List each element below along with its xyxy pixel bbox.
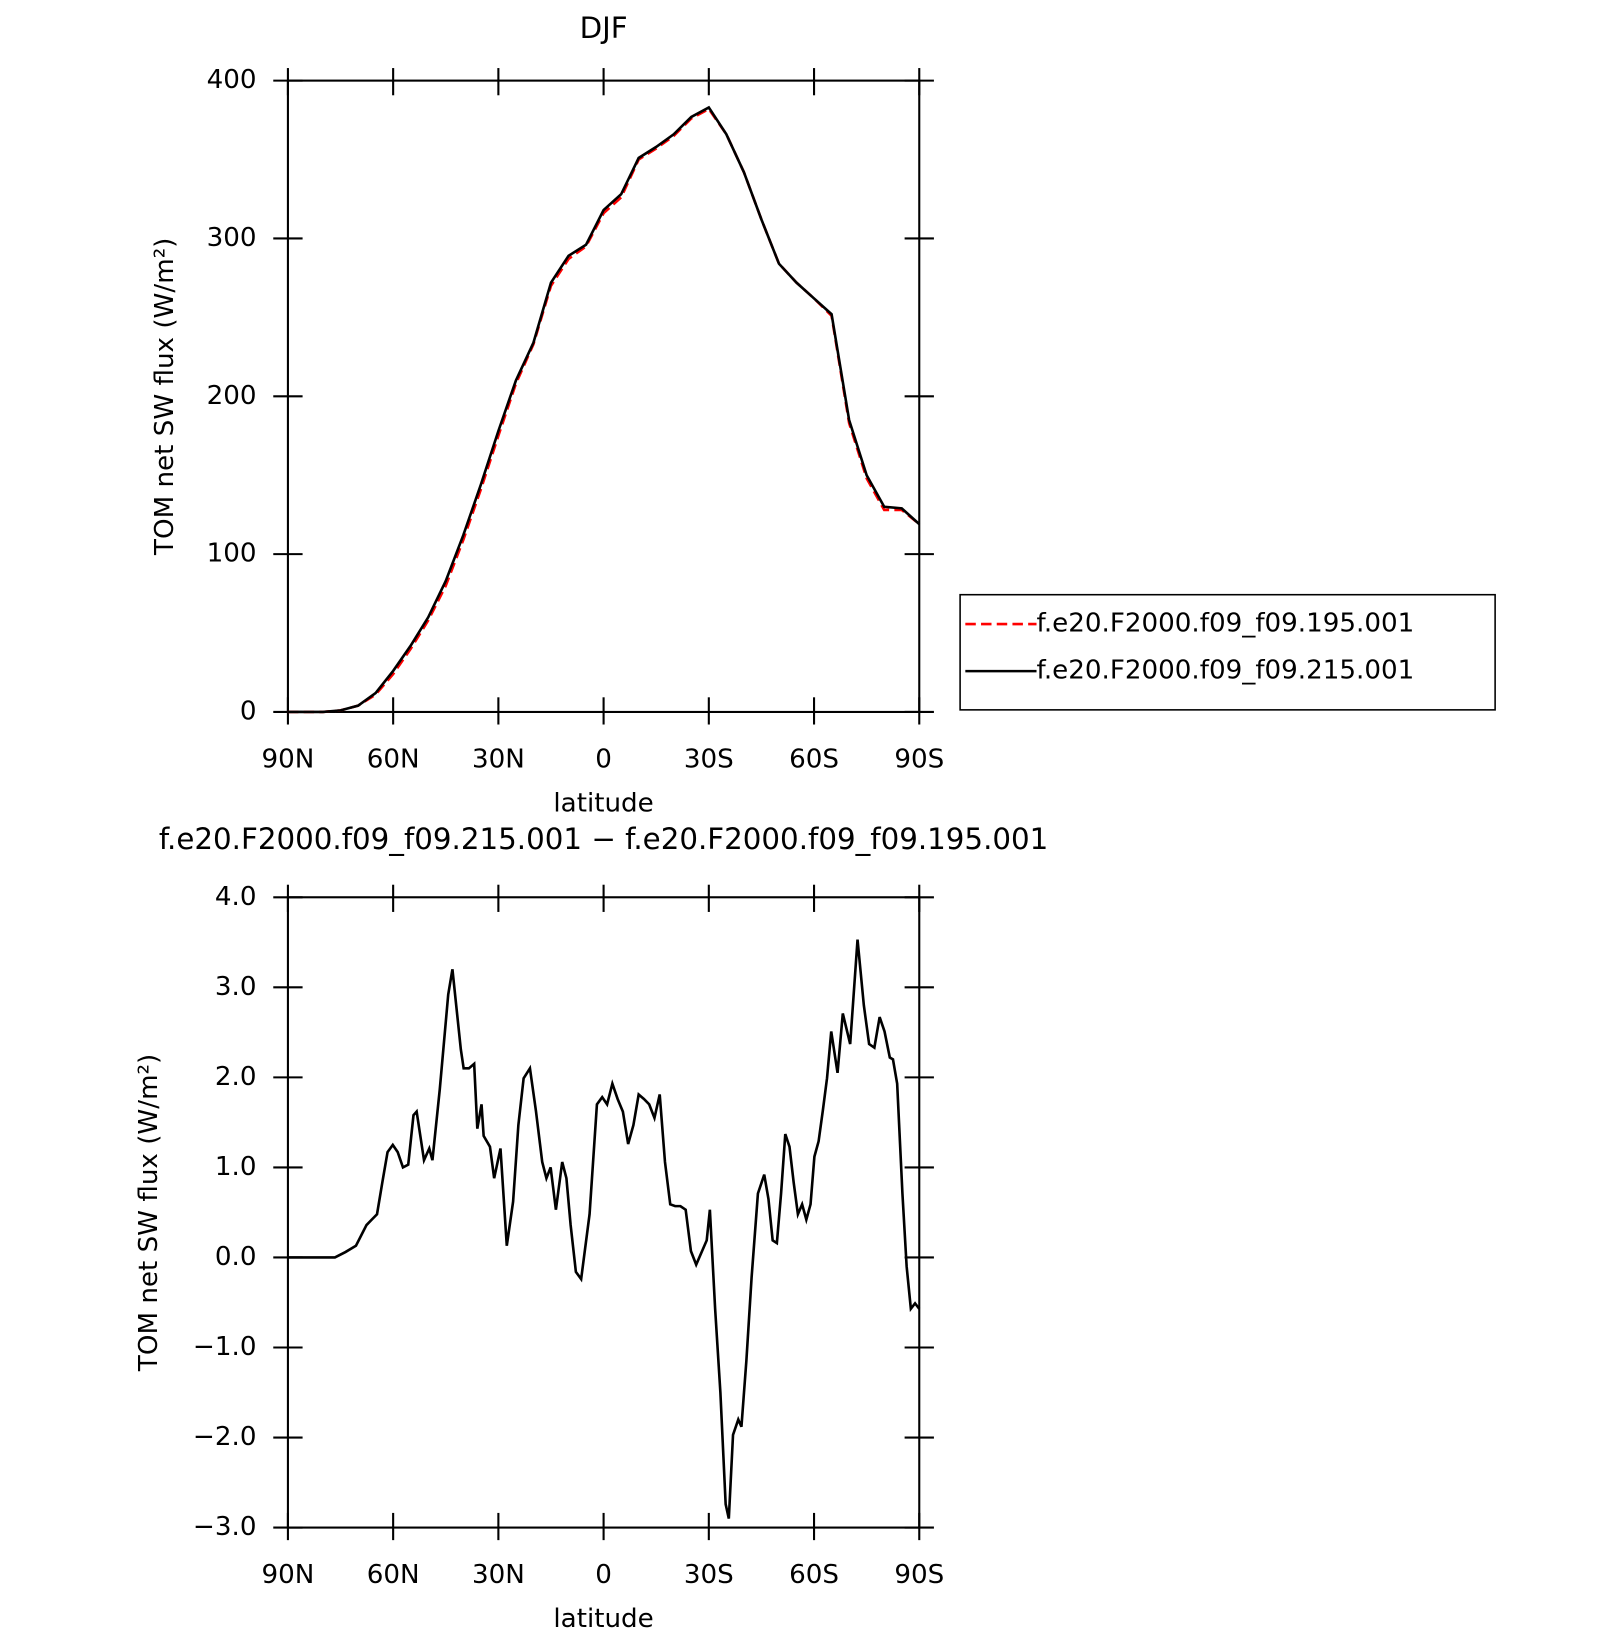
x-axis-label: latitude [553,1604,653,1634]
y-tick-label: 2.0 [215,1062,257,1092]
x-axis-label: latitude [553,789,653,819]
x-tick-label: 90S [894,745,944,775]
legend-label: f.e20.F2000.f09_f09.195.001 [1037,609,1415,639]
plot-frame [286,79,921,714]
figure-content: DJF latitude TOM net SW flux (W/m²) 90N 60N 3… [134,11,1496,1634]
chart-title: f.e20.F2000.f09_f09.215.001 − f.e20.F200… [159,822,1048,856]
y-tick-label: 0.0 [215,1242,257,1272]
y-tick-label: 200 [207,381,257,411]
legend-box [959,593,1496,711]
y-tick-label: −2.0 [193,1422,257,1452]
x-tick-label: 0 [595,1560,612,1590]
data-line [287,939,921,1519]
y-tick-label: 1.0 [215,1152,257,1182]
x-tick-label: 60S [789,745,839,775]
data-line [287,105,921,714]
y-tick-label: 0 [240,696,257,726]
y-tick-label: −1.0 [193,1332,257,1362]
x-tick-label: 60N [367,745,420,775]
y-tick-label: 100 [207,539,257,569]
x-tick-label: 60S [789,1560,839,1590]
y-tick-label: 3.0 [215,972,257,1002]
y-tick-label: 4.0 [215,882,257,912]
y-tick-label: −3.0 [193,1512,257,1542]
legend-label: f.e20.F2000.f09_f09.215.001 [1037,656,1415,686]
y-axis-label: TOM net SW flux (W/m²) [134,1054,164,1372]
x-tick-label: 90N [261,745,314,775]
y-tick-label: 400 [207,65,257,95]
x-tick-label: 30S [684,745,734,775]
x-tick-label: 30N [472,1560,525,1590]
x-tick-label: 90N [261,1560,314,1590]
plot-frame [286,896,921,1529]
x-tick-label: 60N [367,1560,420,1590]
data-line [287,107,921,714]
x-tick-label: 30N [472,745,525,775]
y-tick-label: 300 [207,223,257,253]
x-tick-label: 0 [595,745,612,775]
chart-title: DJF [580,11,628,45]
y-axis-label: TOM net SW flux (W/m²) [150,238,180,556]
x-tick-label: 30S [684,1560,734,1590]
x-tick-label: 90S [894,1560,944,1590]
